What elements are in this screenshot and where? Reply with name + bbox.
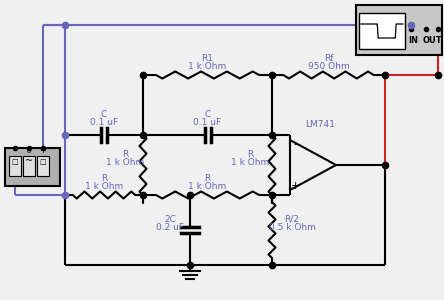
Text: R: R (204, 174, 210, 183)
Text: 1 k Ohm: 1 k Ohm (188, 182, 226, 191)
Text: 0.1 uF: 0.1 uF (90, 118, 118, 127)
Text: 950 Ohm: 950 Ohm (308, 62, 349, 71)
Text: ~: ~ (25, 156, 33, 166)
Text: 0.1 uF: 0.1 uF (194, 118, 222, 127)
Text: C: C (101, 110, 107, 119)
Bar (356, 5, 442, 55)
Text: 1 k Ohm: 1 k Ohm (85, 182, 123, 191)
Text: 1 k Ohm: 1 k Ohm (106, 158, 144, 167)
Text: -: - (13, 146, 16, 155)
Text: 2C: 2C (164, 215, 176, 224)
Text: R/2: R/2 (285, 215, 299, 224)
Bar (359, 13, 405, 49)
Text: +: + (290, 181, 300, 191)
Text: R1: R1 (202, 54, 214, 63)
Text: R: R (122, 150, 128, 159)
Text: □: □ (40, 159, 46, 165)
Text: o: o (27, 148, 31, 154)
Text: 1 k Ohm: 1 k Ohm (188, 62, 226, 71)
Text: -: - (293, 139, 297, 149)
Text: R: R (247, 150, 253, 159)
Bar (5, 148, 60, 186)
Text: LM741: LM741 (305, 120, 335, 129)
Bar (37, 156, 49, 176)
Text: 0.2 uF: 0.2 uF (156, 223, 184, 232)
Text: 0.5 k Ohm: 0.5 k Ohm (269, 223, 315, 232)
Text: OUT: OUT (423, 36, 443, 45)
Text: 1 k Ohm: 1 k Ohm (231, 158, 269, 167)
Text: +: + (40, 146, 47, 155)
Bar (9, 156, 21, 176)
Text: R: R (101, 174, 107, 183)
Text: Rf: Rf (324, 54, 333, 63)
Bar (23, 156, 35, 176)
Text: IN: IN (408, 36, 418, 45)
Text: C: C (204, 110, 210, 119)
Text: □: □ (12, 159, 18, 165)
